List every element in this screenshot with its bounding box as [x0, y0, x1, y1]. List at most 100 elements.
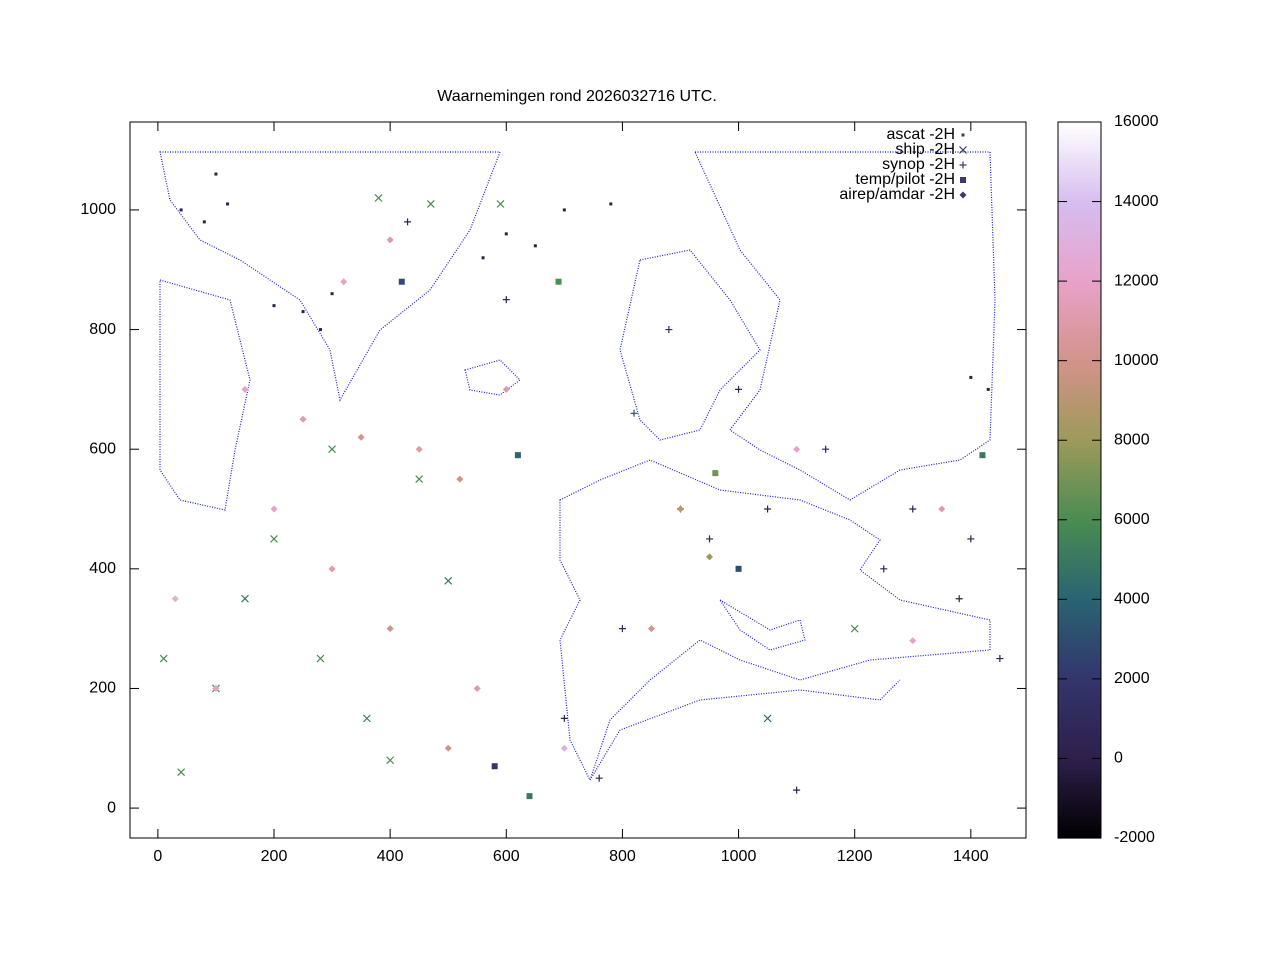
colorbar-cell: [1058, 726, 1101, 731]
airep-point: [456, 475, 464, 483]
colorbar-cell: [1058, 402, 1101, 407]
colorbar-cell: [1058, 534, 1101, 539]
x-tick-label: 200: [261, 848, 288, 865]
colorbar-cell: [1058, 458, 1101, 463]
temp-point: [555, 278, 562, 285]
x-tick-label: 0: [153, 848, 162, 865]
airep-point: [676, 505, 684, 513]
synop-point: [595, 774, 603, 782]
ship-point: [496, 200, 505, 208]
synop-point: [630, 409, 638, 417]
colorbar-cell: [1058, 826, 1101, 831]
colorbar-cell: [1058, 746, 1101, 751]
airep-point: [415, 445, 423, 453]
colorbar-cell: [1058, 598, 1101, 603]
airep-point: [328, 565, 336, 573]
colorbar-cell: [1058, 434, 1101, 439]
colorbar-cell: [1058, 538, 1101, 543]
legend-swatch: [961, 133, 965, 137]
colorbar-cell: [1058, 530, 1101, 535]
colorbar-cell: [1058, 158, 1101, 163]
colorbar-cell: [1058, 750, 1101, 755]
airep-point: [502, 385, 510, 393]
airep-point: [909, 637, 917, 645]
colorbar-cell: [1058, 810, 1101, 815]
x-tick-label: 600: [493, 848, 520, 865]
colorbar-cell: [1058, 226, 1101, 231]
colorbar-cell: [1058, 318, 1101, 323]
colorbar-cell: [1058, 634, 1101, 639]
ship-point: [426, 200, 435, 208]
colorbar-cell: [1058, 370, 1101, 375]
colorbar-cell: [1058, 590, 1101, 595]
x-tick-label: 400: [377, 848, 404, 865]
legend-swatch: [959, 146, 967, 154]
colorbar-cell: [1058, 582, 1101, 587]
colorbar-cell: [1058, 258, 1101, 263]
colorbar-cell: [1058, 470, 1101, 475]
colorbar-cell: [1058, 694, 1101, 699]
synop-point: [560, 714, 568, 722]
ascat-point: [533, 244, 537, 248]
colorbar-cell: [1058, 834, 1101, 839]
legend-label: airep/amdar -2H: [839, 186, 955, 203]
colorbar-cell: [1058, 214, 1101, 219]
colorbar-cell: [1058, 386, 1101, 391]
y-tick-label: 200: [89, 680, 116, 697]
ascat-point: [562, 208, 566, 212]
colorbar-cell: [1058, 210, 1101, 215]
colorbar-cell: [1058, 346, 1101, 351]
colorbar-cell: [1058, 166, 1101, 171]
airep-point: [171, 595, 179, 603]
colorbar-cell: [1058, 558, 1101, 563]
colorbar-cell: [1058, 518, 1101, 523]
colorbar-cell: [1058, 130, 1101, 135]
ship-point: [374, 194, 383, 202]
colorbar-cell: [1058, 294, 1101, 299]
colorbar-cell: [1058, 438, 1101, 443]
colorbar-cell: [1058, 498, 1101, 503]
colorbar-cell: [1058, 230, 1101, 235]
colorbar-cell: [1058, 646, 1101, 651]
legend-label: synop -2H: [882, 156, 955, 173]
legend-swatch: [959, 191, 967, 199]
airep-point: [241, 385, 249, 393]
colorbar-cell: [1058, 698, 1101, 703]
x-tick-label: 1200: [837, 848, 873, 865]
synop-point: [502, 296, 510, 304]
ascat-point: [318, 328, 322, 332]
colorbar-cell: [1058, 562, 1101, 567]
colorbar-cell: [1058, 650, 1101, 655]
airep-point: [444, 744, 452, 752]
colorbar-cell: [1058, 418, 1101, 423]
colorbar-cell: [1058, 710, 1101, 715]
colorbar-cell: [1058, 314, 1101, 319]
synop-point: [822, 445, 830, 453]
colorbar-cell: [1058, 618, 1101, 623]
colorbar-cell: [1058, 602, 1101, 607]
colorbar-cell: [1058, 358, 1101, 363]
colorbar-cell: [1058, 742, 1101, 747]
ascat-point: [214, 172, 218, 176]
colorbar-cell: [1058, 522, 1101, 527]
colorbar-cell: [1058, 794, 1101, 799]
colorbar-cell: [1058, 738, 1101, 743]
airep-point: [386, 236, 394, 244]
colorbar-cell: [1058, 818, 1101, 823]
colorbar-cell: [1058, 374, 1101, 379]
colorbar-cell: [1058, 474, 1101, 479]
colorbar-tick-label: 12000: [1114, 272, 1159, 289]
colorbar-tick-label: 0: [1114, 750, 1123, 767]
airep-point: [212, 684, 220, 692]
airep-point: [299, 415, 307, 423]
ascat-point: [272, 304, 276, 308]
airep-point: [706, 553, 714, 561]
colorbar-cell: [1058, 478, 1101, 483]
colorbar-cell: [1058, 786, 1101, 791]
y-tick-label: 1000: [80, 201, 116, 218]
colorbar-cell: [1058, 642, 1101, 647]
colorbar-cell: [1058, 410, 1101, 415]
colorbar-cell: [1058, 690, 1101, 695]
colorbar-cell: [1058, 722, 1101, 727]
colorbar-cell: [1058, 266, 1101, 271]
